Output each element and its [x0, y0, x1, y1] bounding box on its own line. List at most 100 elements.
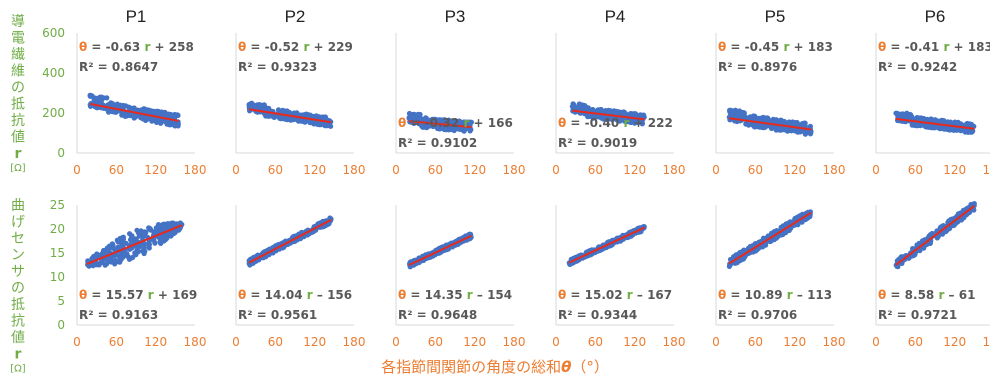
r2-label: R² = 0.9323	[238, 60, 317, 74]
r2-label: R² = 0.9706	[718, 308, 797, 322]
panel-top-P5: 0 60 120 180 P5 θ = -0.45 r + 183 R² = 0.8976	[712, 7, 845, 177]
trendline	[409, 120, 472, 129]
x-tick-label: 180	[663, 335, 686, 349]
panel-title: P5	[765, 7, 786, 26]
data-point	[324, 122, 330, 128]
data-point	[406, 115, 412, 121]
data-point	[284, 108, 290, 114]
panel-title: P2	[285, 7, 306, 26]
trendline	[572, 109, 645, 121]
data-point	[279, 114, 285, 120]
trendline	[728, 117, 812, 131]
data-point	[120, 234, 126, 240]
data-point	[777, 125, 783, 132]
r2-label: R² = 0.9019	[558, 136, 637, 150]
data-point	[138, 229, 144, 235]
data-point	[584, 107, 590, 113]
row-label-char: 抵	[11, 97, 25, 113]
trendline	[248, 108, 332, 124]
data-point	[434, 124, 440, 130]
data-point	[792, 128, 798, 134]
x-tick-label: 60	[588, 163, 603, 177]
data-point	[159, 222, 165, 228]
row-label-char: げ	[11, 215, 25, 231]
x-tick-label: 0	[712, 335, 720, 349]
row-label-var: r	[15, 347, 22, 363]
data-point	[318, 121, 324, 127]
r2-label: R² = 0.9344	[558, 308, 637, 322]
data-point	[265, 106, 271, 112]
x-tick-label: 0	[392, 163, 400, 177]
data-point	[623, 119, 629, 125]
x-tick-label: 60	[908, 163, 923, 177]
data-point	[100, 259, 106, 265]
data-point	[163, 233, 169, 239]
x-tick-label: 120	[463, 335, 486, 349]
data-point	[607, 108, 613, 115]
x-tick-label: 60	[748, 335, 763, 349]
x-tick-label: 180	[503, 335, 526, 349]
data-point	[462, 120, 468, 126]
equation-label: θ = 14.04 r – 156	[238, 288, 352, 302]
data-point	[129, 239, 135, 245]
data-point	[294, 117, 301, 123]
data-point	[137, 243, 143, 250]
data-point	[628, 118, 634, 124]
panel-bottom-P2: 0 60 120 180 θ = 14.04 r – 156 R² = 0.9561	[232, 205, 365, 349]
equation-label: θ = 15.02 r – 167	[558, 288, 672, 302]
x-tick-label: 180	[503, 163, 526, 177]
data-point	[737, 250, 743, 256]
row-label-unit: [Ω]	[10, 163, 26, 174]
x-tick-label: 0	[73, 335, 81, 349]
x-tick-label: 60	[109, 163, 124, 177]
panel-bottom-P4: 0 60 120 180 θ = 15.02 r – 167 R² = 0.9344	[552, 205, 685, 349]
r2-label: R² = 0.9242	[878, 60, 957, 74]
row-label-unit: [Ω]	[10, 364, 26, 375]
trendline	[89, 102, 179, 122]
data-point	[587, 113, 593, 119]
panel-bottom-P5: 0 60 120 180 θ = 10.89 r – 113 R² = 0.9706	[712, 205, 845, 349]
data-point	[751, 124, 757, 130]
row-label-var: r	[15, 146, 22, 162]
x-tick-label: 0	[872, 335, 880, 349]
data-point	[639, 120, 646, 126]
row-label-char: 値	[11, 330, 25, 346]
panel-title: P6	[925, 7, 946, 26]
data-point	[132, 250, 138, 256]
x-tick-label: 120	[303, 335, 326, 349]
data-point	[105, 259, 111, 265]
data-point	[600, 115, 606, 122]
data-point	[87, 93, 93, 99]
data-point	[123, 103, 129, 109]
row-label-char: セ	[11, 231, 25, 247]
row-label-char: 導	[11, 14, 25, 30]
panel-top-P2: 0 60 120 180 P2 θ = -0.52 r + 229 R² = 0.9323	[232, 7, 365, 177]
trendline	[568, 226, 645, 264]
row-label-char: 維	[11, 64, 25, 80]
x-tick-label: 60	[268, 163, 283, 177]
row-label-char: 値	[11, 130, 25, 146]
trendline	[248, 218, 332, 264]
x-tick-label: 180	[343, 335, 366, 349]
x-tick-label: 180	[184, 335, 207, 349]
x-tick-label: 120	[783, 163, 806, 177]
x-tick-label: 120	[943, 163, 966, 177]
data-point	[467, 121, 473, 127]
row-label-char: の	[11, 80, 25, 96]
data-point	[301, 112, 307, 118]
row-label-char: ン	[11, 248, 25, 264]
y-tick-label: 0	[57, 146, 65, 160]
data-point	[736, 112, 742, 118]
data-point	[620, 110, 627, 116]
panel-bottom-P6: 0 60 120 180 θ = 8.58 r – 61 R² = 0.9721	[872, 201, 990, 349]
x-axis-title: 各指節間関節の角度の総和θ（°）	[381, 358, 609, 376]
panel-title: P4	[605, 7, 626, 26]
y-tick-label: 200	[42, 106, 65, 120]
data-point	[417, 111, 423, 118]
equation-label: θ = -0.45 r + 183	[718, 40, 833, 54]
y-tick-label: 600	[42, 26, 65, 40]
row-label-char: 電	[11, 31, 25, 47]
data-point	[157, 110, 164, 117]
